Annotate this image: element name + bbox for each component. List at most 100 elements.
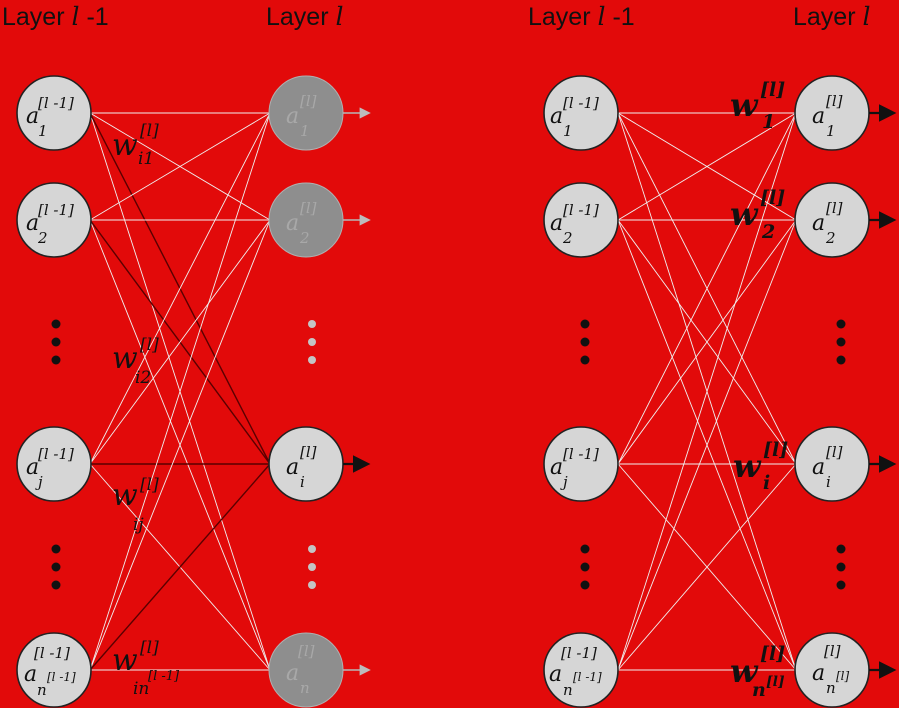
svg-text:a: a: [550, 104, 563, 129]
svg-text:[l]: [l]: [763, 439, 788, 461]
svg-text:in: in: [133, 679, 149, 699]
svg-text:a: a: [286, 104, 299, 129]
svg-text:i: i: [763, 472, 770, 494]
svg-text:1: 1: [762, 111, 775, 133]
svg-text:i: i: [300, 473, 305, 491]
svg-text:w: w: [112, 643, 138, 678]
svg-text:n: n: [300, 679, 310, 697]
svg-text:2: 2: [562, 229, 573, 247]
svg-text:a: a: [812, 455, 825, 480]
right-cur-node-n: [l] a n [l]: [794, 632, 897, 708]
right-prev-ellipsis-2: [580, 544, 590, 590]
svg-text:[l -1]: [l -1]: [573, 670, 602, 684]
svg-text:[l]: [l]: [826, 443, 843, 461]
left-cur-node-2: a [l] 2: [268, 182, 371, 258]
svg-text:[l -1]: [l -1]: [563, 201, 599, 219]
svg-text:i: i: [826, 473, 831, 491]
left-prev-node-n: [l -1] a n [l -1]: [16, 632, 92, 708]
svg-text:j: j: [35, 473, 43, 491]
right-cur-node-2: a [l] 2: [794, 182, 897, 258]
svg-text:[l]: [l]: [836, 669, 850, 683]
svg-text:[l]: [l]: [298, 642, 315, 660]
svg-text:a: a: [26, 211, 39, 236]
left-weight-label-2: w [l] i2: [112, 335, 159, 388]
svg-text:a: a: [549, 662, 562, 687]
svg-text:ij: ij: [133, 515, 144, 535]
left-prev-node-1: a [l -1] 1: [16, 75, 92, 151]
svg-text:[l -1]: [l -1]: [563, 94, 599, 112]
left-cur-node-1: a [l] 1: [268, 75, 371, 151]
left-prev-ellipsis-2: [51, 544, 61, 590]
svg-text:i2: i2: [135, 368, 151, 388]
left-prev-node-j: a [l -1] j: [16, 426, 92, 502]
svg-text:a: a: [26, 455, 39, 480]
svg-text:[l]: [l]: [760, 187, 785, 209]
svg-text:[l -1]: [l -1]: [38, 94, 74, 112]
svg-text:n: n: [563, 681, 573, 699]
header-right-previous-layer: Layer l -1: [528, 2, 635, 31]
svg-text:[l -1]: [l -1]: [38, 201, 74, 219]
svg-text:[l]: [l]: [760, 79, 785, 101]
left-cur-node-n: [l] a n: [268, 632, 371, 708]
right-prev-node-n: [l -1] a n [l -1]: [543, 632, 619, 708]
left-weight-label-j: w [l] ij: [112, 475, 159, 535]
svg-text:2: 2: [825, 229, 836, 247]
right-prev-node-2: a [l -1] 2: [543, 182, 619, 258]
svg-text:w: w: [730, 652, 759, 690]
svg-text:[l]: [l]: [300, 199, 317, 217]
edge: [89, 112, 271, 465]
svg-text:[l -1]: [l -1]: [34, 644, 70, 662]
edge: [89, 219, 271, 465]
edge: [617, 219, 797, 465]
right-cur-ellipsis-2: [836, 544, 846, 590]
right-cur-node-1: a [l] 1: [794, 75, 897, 151]
svg-text:n: n: [752, 679, 766, 701]
svg-text:a: a: [286, 661, 299, 686]
svg-text:[l]: [l]: [826, 92, 843, 110]
svg-text:a: a: [26, 104, 39, 129]
svg-text:a: a: [24, 662, 37, 687]
svg-text:[l]: [l]: [140, 638, 159, 658]
svg-text:[l -1]: [l -1]: [561, 644, 597, 662]
svg-text:a: a: [812, 211, 825, 236]
header-right-current-layer: Layer l: [793, 2, 871, 31]
svg-text:[l]: [l]: [300, 443, 317, 461]
left-cur-ellipsis-1: [308, 320, 316, 364]
header-left-current-layer: Layer l: [266, 2, 344, 31]
svg-text:1: 1: [300, 122, 310, 140]
right-weight-label-i: w [l] i: [733, 439, 788, 494]
svg-text:w: w: [112, 128, 138, 163]
right-edges: [617, 112, 797, 671]
svg-text:[l -1]: [l -1]: [563, 445, 599, 463]
svg-text:[l]: [l]: [824, 642, 841, 660]
right-prev-ellipsis-1: [580, 319, 590, 365]
right-weight-label-n: w [l] n [l]: [730, 643, 785, 701]
left-weight-label-n: w [l] in [l -1]: [112, 638, 180, 699]
svg-text:a: a: [550, 211, 563, 236]
edge: [617, 219, 797, 671]
svg-text:a: a: [812, 104, 825, 129]
left-prev-node-2: a [l -1] 2: [16, 182, 92, 258]
svg-text:1: 1: [563, 122, 573, 140]
left-weight-label-1: w [l] i1: [112, 121, 159, 169]
edge-highlight: [89, 463, 271, 671]
svg-text:[l -1]: [l -1]: [38, 445, 74, 463]
svg-text:w: w: [112, 478, 138, 513]
svg-text:[l -1]: [l -1]: [148, 669, 180, 684]
left-cur-ellipsis-2: [308, 545, 316, 589]
left-prev-ellipsis-1: [51, 319, 61, 365]
svg-text:w: w: [733, 447, 762, 485]
edge: [617, 112, 797, 671]
svg-text:[l]: [l]: [140, 335, 159, 355]
right-weight-label-2: w [l] 2: [730, 187, 785, 243]
svg-text:w: w: [730, 86, 759, 124]
svg-text:[l]: [l]: [140, 475, 159, 495]
svg-text:2: 2: [761, 221, 775, 243]
svg-text:[l -1]: [l -1]: [47, 670, 76, 684]
svg-text:a: a: [812, 661, 825, 686]
svg-text:[l]: [l]: [766, 674, 785, 690]
svg-text:[l]: [l]: [760, 643, 785, 665]
right-prev-node-j: a [l -1] j: [543, 426, 619, 502]
svg-text:a: a: [286, 211, 299, 236]
